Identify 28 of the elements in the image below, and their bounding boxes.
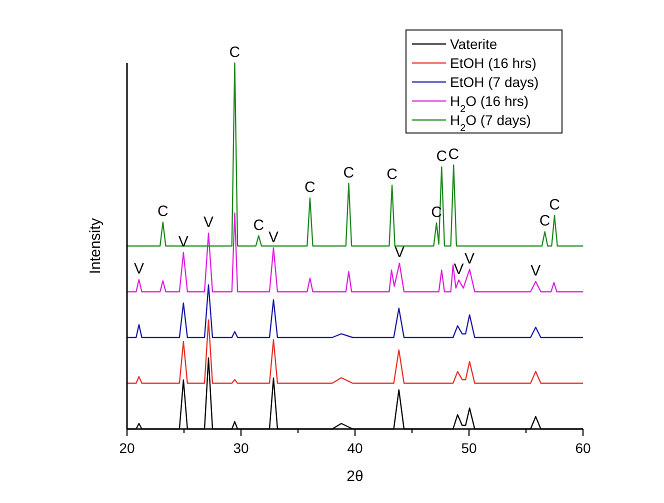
legend-label: EtOH (16 hrs)	[450, 55, 536, 71]
annotation: C	[304, 179, 316, 196]
x-axis-title: 2θ	[346, 468, 364, 485]
annotation: V	[268, 228, 278, 246]
annotation: V	[134, 260, 144, 278]
legend-label: EtOH (7 days)	[450, 74, 539, 90]
x-tick-label: 20	[119, 440, 135, 456]
annotation: C	[386, 166, 398, 184]
x-tick-label: 30	[233, 440, 249, 456]
annotation: C	[253, 216, 264, 234]
annotation: V	[394, 244, 404, 262]
y-axis-title: Intensity	[87, 218, 104, 274]
annotation: C	[229, 44, 240, 61]
legend-label: H$_{2}$O (16 hrs)	[450, 93, 529, 114]
annotation: C	[157, 203, 168, 220]
annotation: C	[539, 212, 550, 230]
x-tick-label: 50	[461, 440, 477, 456]
annotation: V	[464, 250, 475, 268]
annotation: V	[204, 214, 214, 232]
legend-label: Vaterite	[450, 36, 498, 52]
annotation: C	[343, 164, 354, 182]
x-tick-label: 60	[575, 440, 591, 456]
annotation: C	[436, 148, 448, 165]
annotation: V	[530, 262, 541, 280]
annotation: C	[448, 146, 460, 164]
x-tick-label: 40	[347, 440, 363, 456]
annotation: C	[549, 196, 560, 214]
legend-label: H$_{2}$O (7 days)	[450, 112, 531, 134]
